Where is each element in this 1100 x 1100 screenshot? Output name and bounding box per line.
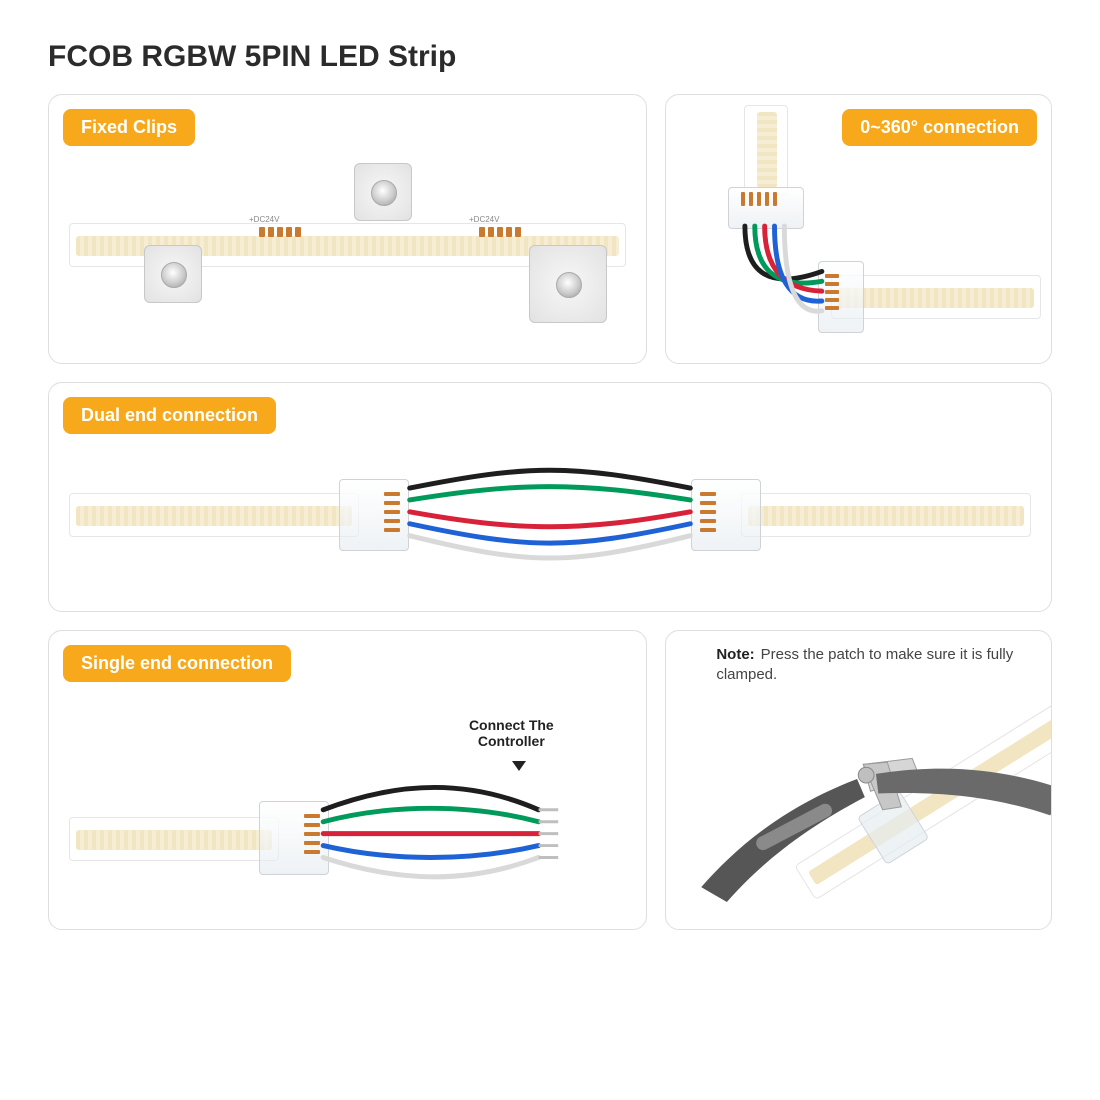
badge-dual-end: Dual end connection	[63, 397, 276, 434]
panel-fixed-clips: Fixed Clips +DC24V	[48, 94, 647, 364]
panel-single-end: Single end connection Connect The Contro…	[48, 630, 647, 930]
page-title: FCOB RGBW 5PIN LED Strip	[48, 40, 1052, 74]
panel-note: Note:Press the patch to make sure it is …	[665, 630, 1052, 930]
panel-dual-end: Dual end connection	[48, 382, 1052, 612]
badge-fixed-clips: Fixed Clips	[63, 109, 195, 146]
badge-single-end: Single end connection	[63, 645, 291, 682]
panel-angle-connection: 0~360° connection	[665, 94, 1052, 364]
badge-angle-connection: 0~360° connection	[842, 109, 1037, 146]
note-text: Note:Press the patch to make sure it is …	[716, 645, 1016, 686]
